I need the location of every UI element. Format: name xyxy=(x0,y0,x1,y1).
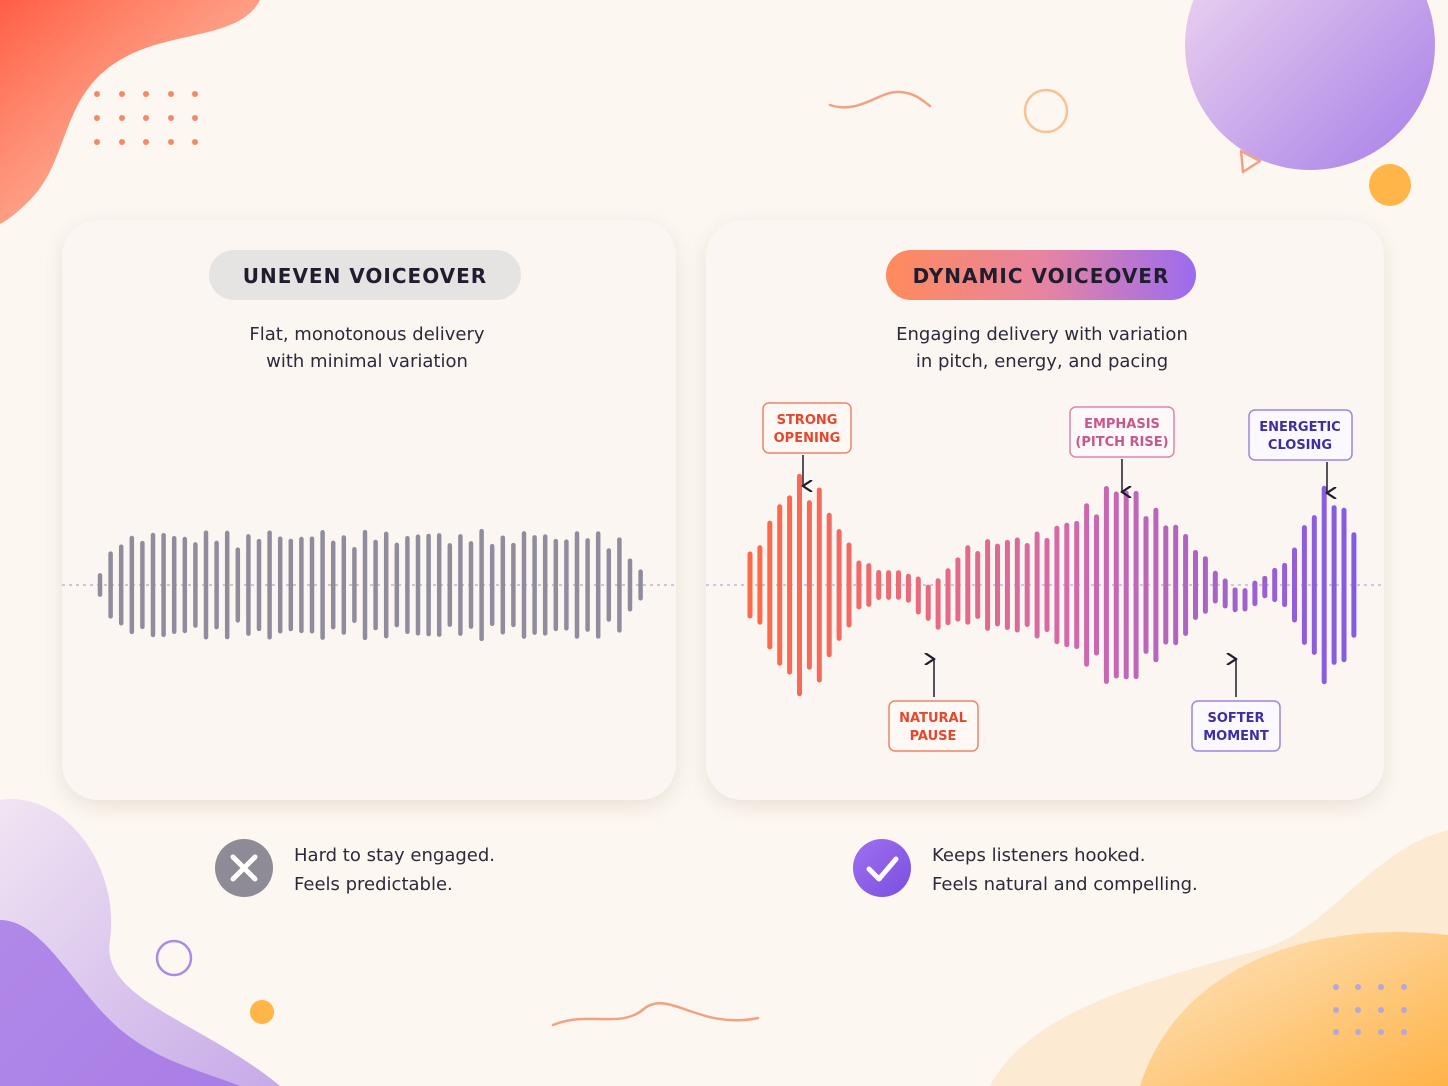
annotation: NATURAL PAUSE xyxy=(888,659,979,752)
dot-grid xyxy=(1333,984,1407,1035)
verdict: Hard to stay engaged. xyxy=(294,845,495,866)
blob xyxy=(0,0,260,224)
card xyxy=(706,220,1384,800)
dot xyxy=(250,1000,274,1024)
description: Engaging delivery with variation xyxy=(896,324,1188,345)
squiggle xyxy=(551,1002,760,1027)
badge xyxy=(886,250,1196,300)
annotation-label: EMPHASIS xyxy=(1084,417,1160,432)
badge xyxy=(209,250,521,300)
verdict: Feels natural and compelling. xyxy=(932,874,1198,895)
dot-grid xyxy=(94,91,198,145)
description: in pitch, energy, and pacing xyxy=(916,351,1168,372)
annotation: ENERGETIC CLOSING xyxy=(1248,409,1353,493)
check-icon xyxy=(853,839,911,897)
ring xyxy=(1023,88,1069,134)
annotation-label: ENERGETIC xyxy=(1259,420,1340,435)
play-icon xyxy=(1239,149,1262,174)
blob xyxy=(1140,932,1448,1086)
annotation-label: SOFTER xyxy=(1207,711,1264,726)
verdict: Keeps listeners hooked. xyxy=(932,845,1146,866)
annotation-label: PAUSE xyxy=(910,729,957,744)
description: Flat, monotonous delivery xyxy=(249,324,484,345)
annotation: SOFTER MOMENT xyxy=(1191,659,1281,752)
badge-label: UNEVEN VOICEOVER xyxy=(243,264,487,288)
annotation-label: STRONG xyxy=(777,413,838,428)
annotation: STRONG OPENING xyxy=(762,402,852,486)
annotation-label: OPENING xyxy=(774,431,841,446)
verdict: Feels predictable. xyxy=(294,874,453,895)
waveform xyxy=(97,528,643,642)
squiggle xyxy=(828,90,932,109)
dot xyxy=(1369,164,1411,206)
check-icon xyxy=(866,856,899,882)
description: with minimal variation xyxy=(266,351,468,372)
annotation-label: CLOSING xyxy=(1268,438,1332,453)
badge-label: DYNAMIC VOICEOVER xyxy=(913,264,1170,288)
card xyxy=(62,220,676,800)
ring xyxy=(155,939,193,977)
annotation-label: (PITCH RISE) xyxy=(1075,435,1168,450)
blob xyxy=(0,920,240,1086)
blob xyxy=(1185,0,1435,170)
annotation: EMPHASIS (PITCH RISE) xyxy=(1069,406,1175,492)
cross-icon xyxy=(230,854,258,882)
waveform xyxy=(747,473,1357,697)
annotation-label: NATURAL xyxy=(899,711,967,726)
annotation-label: MOMENT xyxy=(1203,729,1269,744)
